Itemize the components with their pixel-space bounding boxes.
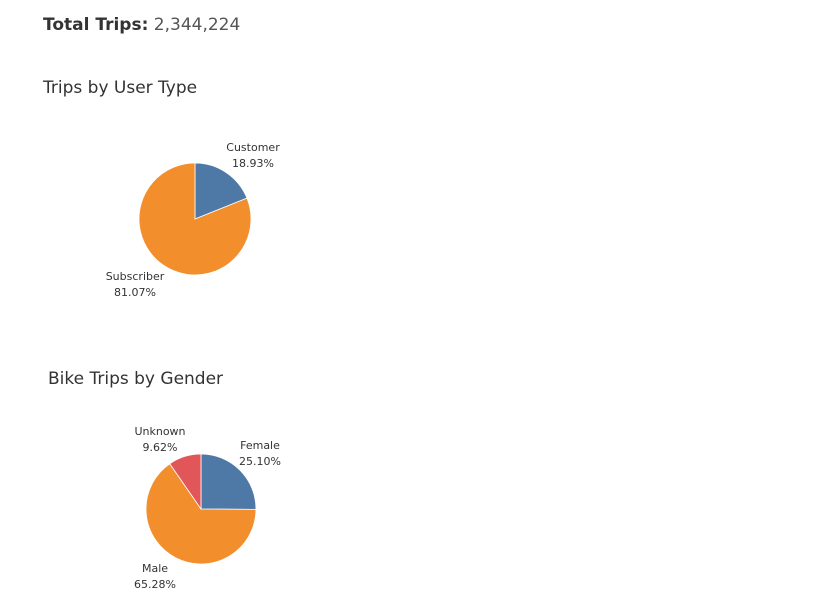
pie-slice-male — [145, 463, 257, 565]
pie-slice-female — [200, 453, 257, 510]
chart-title-gender: Bike Trips by Gender — [48, 369, 224, 389]
slice-value-male: 65.28% — [134, 578, 176, 591]
slice-value-unknown: 9.62% — [143, 441, 178, 454]
slice-label-female: Female — [240, 439, 280, 452]
pie-slice-unknown — [169, 453, 202, 511]
slice-label-subscriber: Subscriber — [106, 270, 165, 283]
total-trips-value: 2,344,224 — [153, 15, 241, 35]
slice-label-customer: Customer — [226, 141, 280, 154]
chart-title-user-type: Trips by User Type — [43, 78, 198, 98]
slice-value-subscriber: 81.07% — [114, 286, 156, 299]
slice-value-female: 25.10% — [239, 455, 281, 468]
slice-value-customer: 18.93% — [232, 157, 274, 170]
slice-label-male: Male — [142, 562, 168, 575]
pie-slice-subscriber — [138, 162, 252, 276]
total-trips: Total Trips: 2,344,224 — [43, 13, 240, 37]
total-trips-label: Total Trips: — [43, 15, 149, 35]
pie-slice-customer — [194, 162, 248, 220]
slice-label-unknown: Unknown — [134, 425, 185, 438]
